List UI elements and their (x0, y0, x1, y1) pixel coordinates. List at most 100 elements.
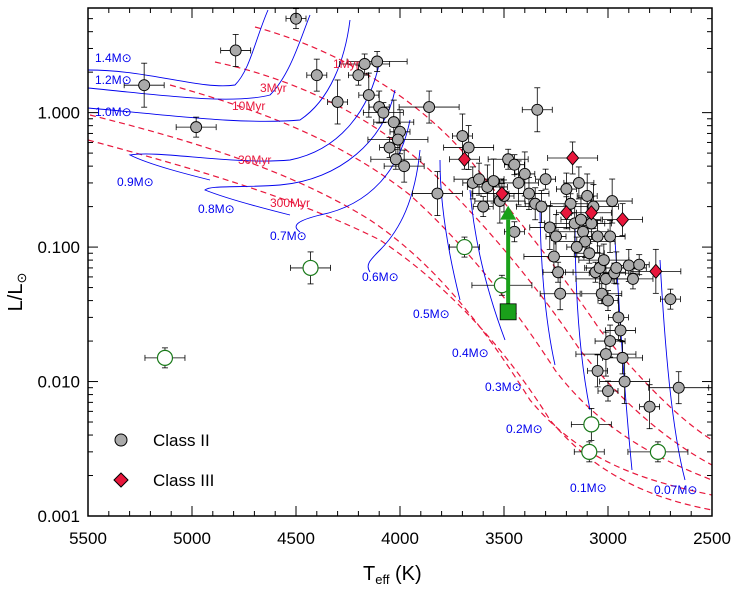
x-tick-label: 3000 (589, 529, 627, 548)
isochrone-3myr (214, 61, 712, 466)
class2-point (358, 58, 371, 70)
y-tick-label: 0.010 (37, 373, 80, 392)
class2-point (543, 221, 556, 234)
class3-point (559, 205, 573, 221)
class2-point (431, 187, 444, 200)
track-1.2 (88, 14, 311, 100)
class3-point (457, 151, 472, 167)
class2-point (604, 335, 617, 348)
class2-point (614, 324, 627, 337)
class2-point (508, 158, 521, 171)
class2-point (352, 69, 365, 82)
class2-point (597, 254, 610, 267)
class2-point (610, 261, 623, 274)
mass-label-1.0: 1.0M⊙ (95, 105, 132, 119)
class2-point (362, 89, 375, 102)
class2-point (606, 195, 619, 207)
open-circle-point (649, 443, 667, 460)
class2-point (564, 197, 577, 210)
class2-point (462, 141, 475, 154)
class2-point (423, 101, 436, 114)
legend-class2-label: Class II (153, 431, 210, 450)
mass-label-0.2: 0.2M⊙ (506, 422, 543, 436)
class2-point (572, 176, 585, 189)
x-tick-label: 4500 (277, 529, 315, 548)
class2-point (550, 230, 562, 243)
mass-label-0.7: 0.7M⊙ (270, 229, 307, 243)
class2-point (310, 69, 323, 82)
class2-point (570, 241, 583, 254)
class2-point (477, 200, 490, 213)
legend-class2-marker (114, 433, 128, 447)
class2-point (581, 190, 594, 202)
class2-point (612, 311, 625, 324)
class2-point (535, 200, 548, 213)
mass-label-0.6: 0.6M⊙ (362, 270, 399, 284)
mass-label-0.8: 0.8M⊙ (198, 202, 235, 216)
class2-point (591, 364, 604, 377)
isochrone-30myr (89, 114, 712, 496)
class2-point (518, 167, 531, 180)
iso-label-10myr: 10Myr (232, 99, 265, 113)
class2-point (672, 381, 685, 394)
legend-class3-label: Class III (153, 471, 214, 490)
iso-label-3myr: 3Myr (260, 81, 287, 95)
track-1.0 (88, 19, 351, 122)
class2-point (643, 400, 656, 413)
track-0.3 (539, 199, 556, 366)
iso-label-30myr: 30Myr (238, 153, 271, 167)
iso-label-1myr: 1Myr (333, 57, 360, 71)
mass-label-0.5: 0.5M⊙ (413, 307, 450, 321)
data-marks (123, 8, 710, 463)
class2-point (664, 293, 677, 306)
open-circle-point (156, 349, 174, 366)
y-axis-label: L/L⊙ (5, 273, 29, 312)
x-tick-label: 4000 (381, 529, 419, 548)
axis-ticks: 5500 5000 4500 4000 3500 3000 2500 0.001 0.010 0.… (37, 7, 731, 548)
open-circle-point (302, 259, 319, 277)
x-tick-label: 5000 (173, 529, 211, 548)
class2-point (138, 79, 151, 92)
class2-point (616, 351, 629, 364)
class2-point (602, 385, 614, 397)
class2-point (552, 266, 565, 279)
mass-label-0.3: 0.3M⊙ (485, 380, 522, 394)
class2-point (383, 141, 396, 154)
class2-point (604, 230, 617, 243)
y-tick-label: 0.001 (37, 507, 80, 526)
open-circle-point (583, 416, 600, 433)
class2-point (599, 272, 612, 285)
track-0.5 (439, 159, 461, 301)
open-circle-point (581, 443, 598, 460)
class2-point (583, 247, 596, 260)
class2-point (512, 176, 525, 189)
class2-point (190, 121, 203, 134)
class2-point (599, 348, 612, 361)
class2-point (391, 133, 404, 146)
class2-point (539, 173, 552, 186)
isochrone-10myr (169, 84, 712, 481)
class2-point (531, 103, 544, 116)
class2-point (473, 173, 485, 186)
mass-label-0.07: 0.07M⊙ (654, 483, 697, 497)
legend: Class II Class III (113, 431, 214, 490)
x-tick-label: 5500 (69, 529, 107, 548)
class2-point (622, 259, 635, 272)
class2-point (577, 225, 589, 238)
track-0.8 (204, 89, 396, 216)
class3-point (649, 263, 663, 280)
mass-label-0.9: 0.9M⊙ (117, 175, 154, 189)
mass-label-0.1: 0.1M⊙ (570, 481, 607, 495)
class2-point (229, 44, 242, 57)
legend-class3-marker (113, 472, 129, 488)
mass-label-1.4: 1.4M⊙ (95, 51, 132, 65)
class2-point (377, 106, 390, 119)
isochrone-1myr (254, 26, 712, 441)
track-0.6 (367, 149, 421, 273)
class3-point (495, 185, 509, 202)
class2-point (633, 258, 646, 271)
y-tick-label: 1.000 (37, 104, 80, 123)
class2-point (591, 230, 604, 243)
mass-label-1.2: 1.2M⊙ (95, 73, 132, 87)
